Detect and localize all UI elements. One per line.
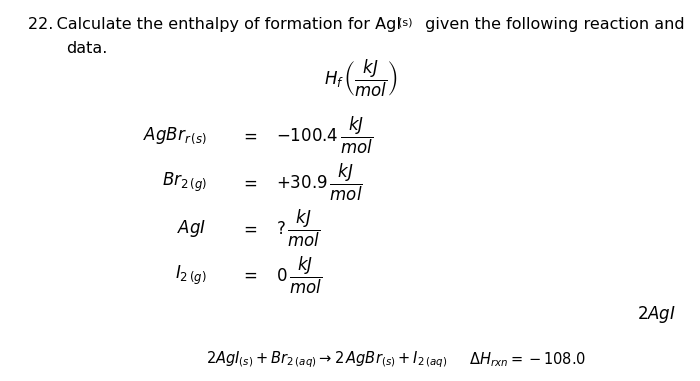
Text: $AgI$: $AgI$ (177, 218, 206, 239)
Text: $AgBr_{r\,(s)}$: $AgBr_{r\,(s)}$ (143, 125, 206, 146)
Text: given the following reaction and: given the following reaction and (420, 17, 685, 32)
Text: data.: data. (66, 41, 108, 56)
Text: $=$: $=$ (240, 219, 257, 238)
Text: $=$: $=$ (240, 174, 257, 192)
Text: $=$: $=$ (240, 266, 257, 284)
Text: $?\,\dfrac{kJ}{mol}$: $?\,\dfrac{kJ}{mol}$ (276, 208, 321, 249)
Text: $I_{2\,(g)}$: $I_{2\,(g)}$ (175, 264, 206, 287)
Text: $0\,\dfrac{kJ}{mol}$: $0\,\dfrac{kJ}{mol}$ (276, 255, 323, 296)
Text: $\Delta H_{rxn} = -108.0$: $\Delta H_{rxn} = -108.0$ (469, 351, 586, 370)
Text: $Br_{2\,(g)}$: $Br_{2\,(g)}$ (162, 171, 206, 194)
Text: $=$: $=$ (240, 126, 257, 144)
Text: $-100.4\,\dfrac{kJ}{mol}$: $-100.4\,\dfrac{kJ}{mol}$ (276, 115, 374, 156)
Text: 22. Calculate the enthalpy of formation for AgI: 22. Calculate the enthalpy of formation … (28, 17, 401, 32)
Text: (s): (s) (398, 18, 412, 28)
Text: $+30.9\,\dfrac{kJ}{mol}$: $+30.9\,\dfrac{kJ}{mol}$ (276, 162, 363, 203)
Text: $2AgI_{(s)} + Br_{2\,(aq)} \rightarrow 2\,AgBr_{(s)} + I_{2\,(aq)}$: $2AgI_{(s)} + Br_{2\,(aq)} \rightarrow 2… (206, 350, 447, 370)
Text: $H_f\,\left(\dfrac{kJ}{mol}\right)$: $H_f\,\left(\dfrac{kJ}{mol}\right)$ (323, 58, 398, 99)
Text: $2AgI$: $2AgI$ (636, 304, 676, 325)
